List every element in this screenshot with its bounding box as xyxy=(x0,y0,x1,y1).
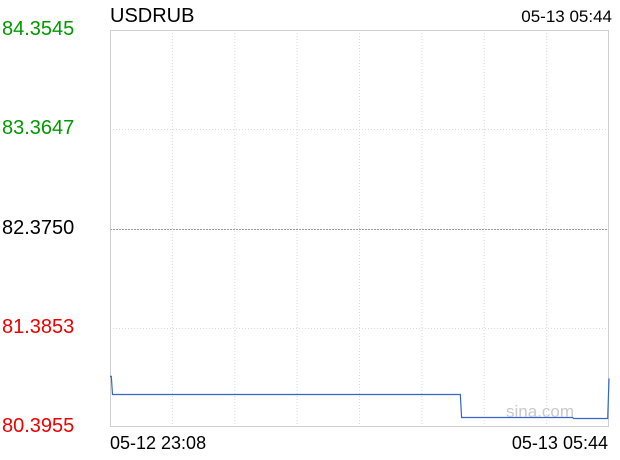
y-tick-label: 84.3545 xyxy=(2,18,75,40)
grid-lines xyxy=(110,30,609,427)
y-tick-label: 80.3955 xyxy=(2,415,75,437)
last-update-time: 05-13 05:44 xyxy=(521,7,612,26)
y-tick-label: 82.3750 xyxy=(2,216,75,239)
price-series xyxy=(110,375,610,420)
y-tick-label: 81.3853 xyxy=(2,315,75,338)
y-tick-label: 83.3647 xyxy=(2,117,75,140)
plot-frame xyxy=(110,30,609,427)
x-tick-label: 05-13 05:44 xyxy=(511,433,608,453)
x-tick-label: 05-12 23:08 xyxy=(110,433,207,453)
symbol-title: USDRUB xyxy=(110,5,195,27)
watermark: sina.com xyxy=(506,402,575,421)
price-line xyxy=(110,375,610,420)
plot-border xyxy=(110,30,609,427)
